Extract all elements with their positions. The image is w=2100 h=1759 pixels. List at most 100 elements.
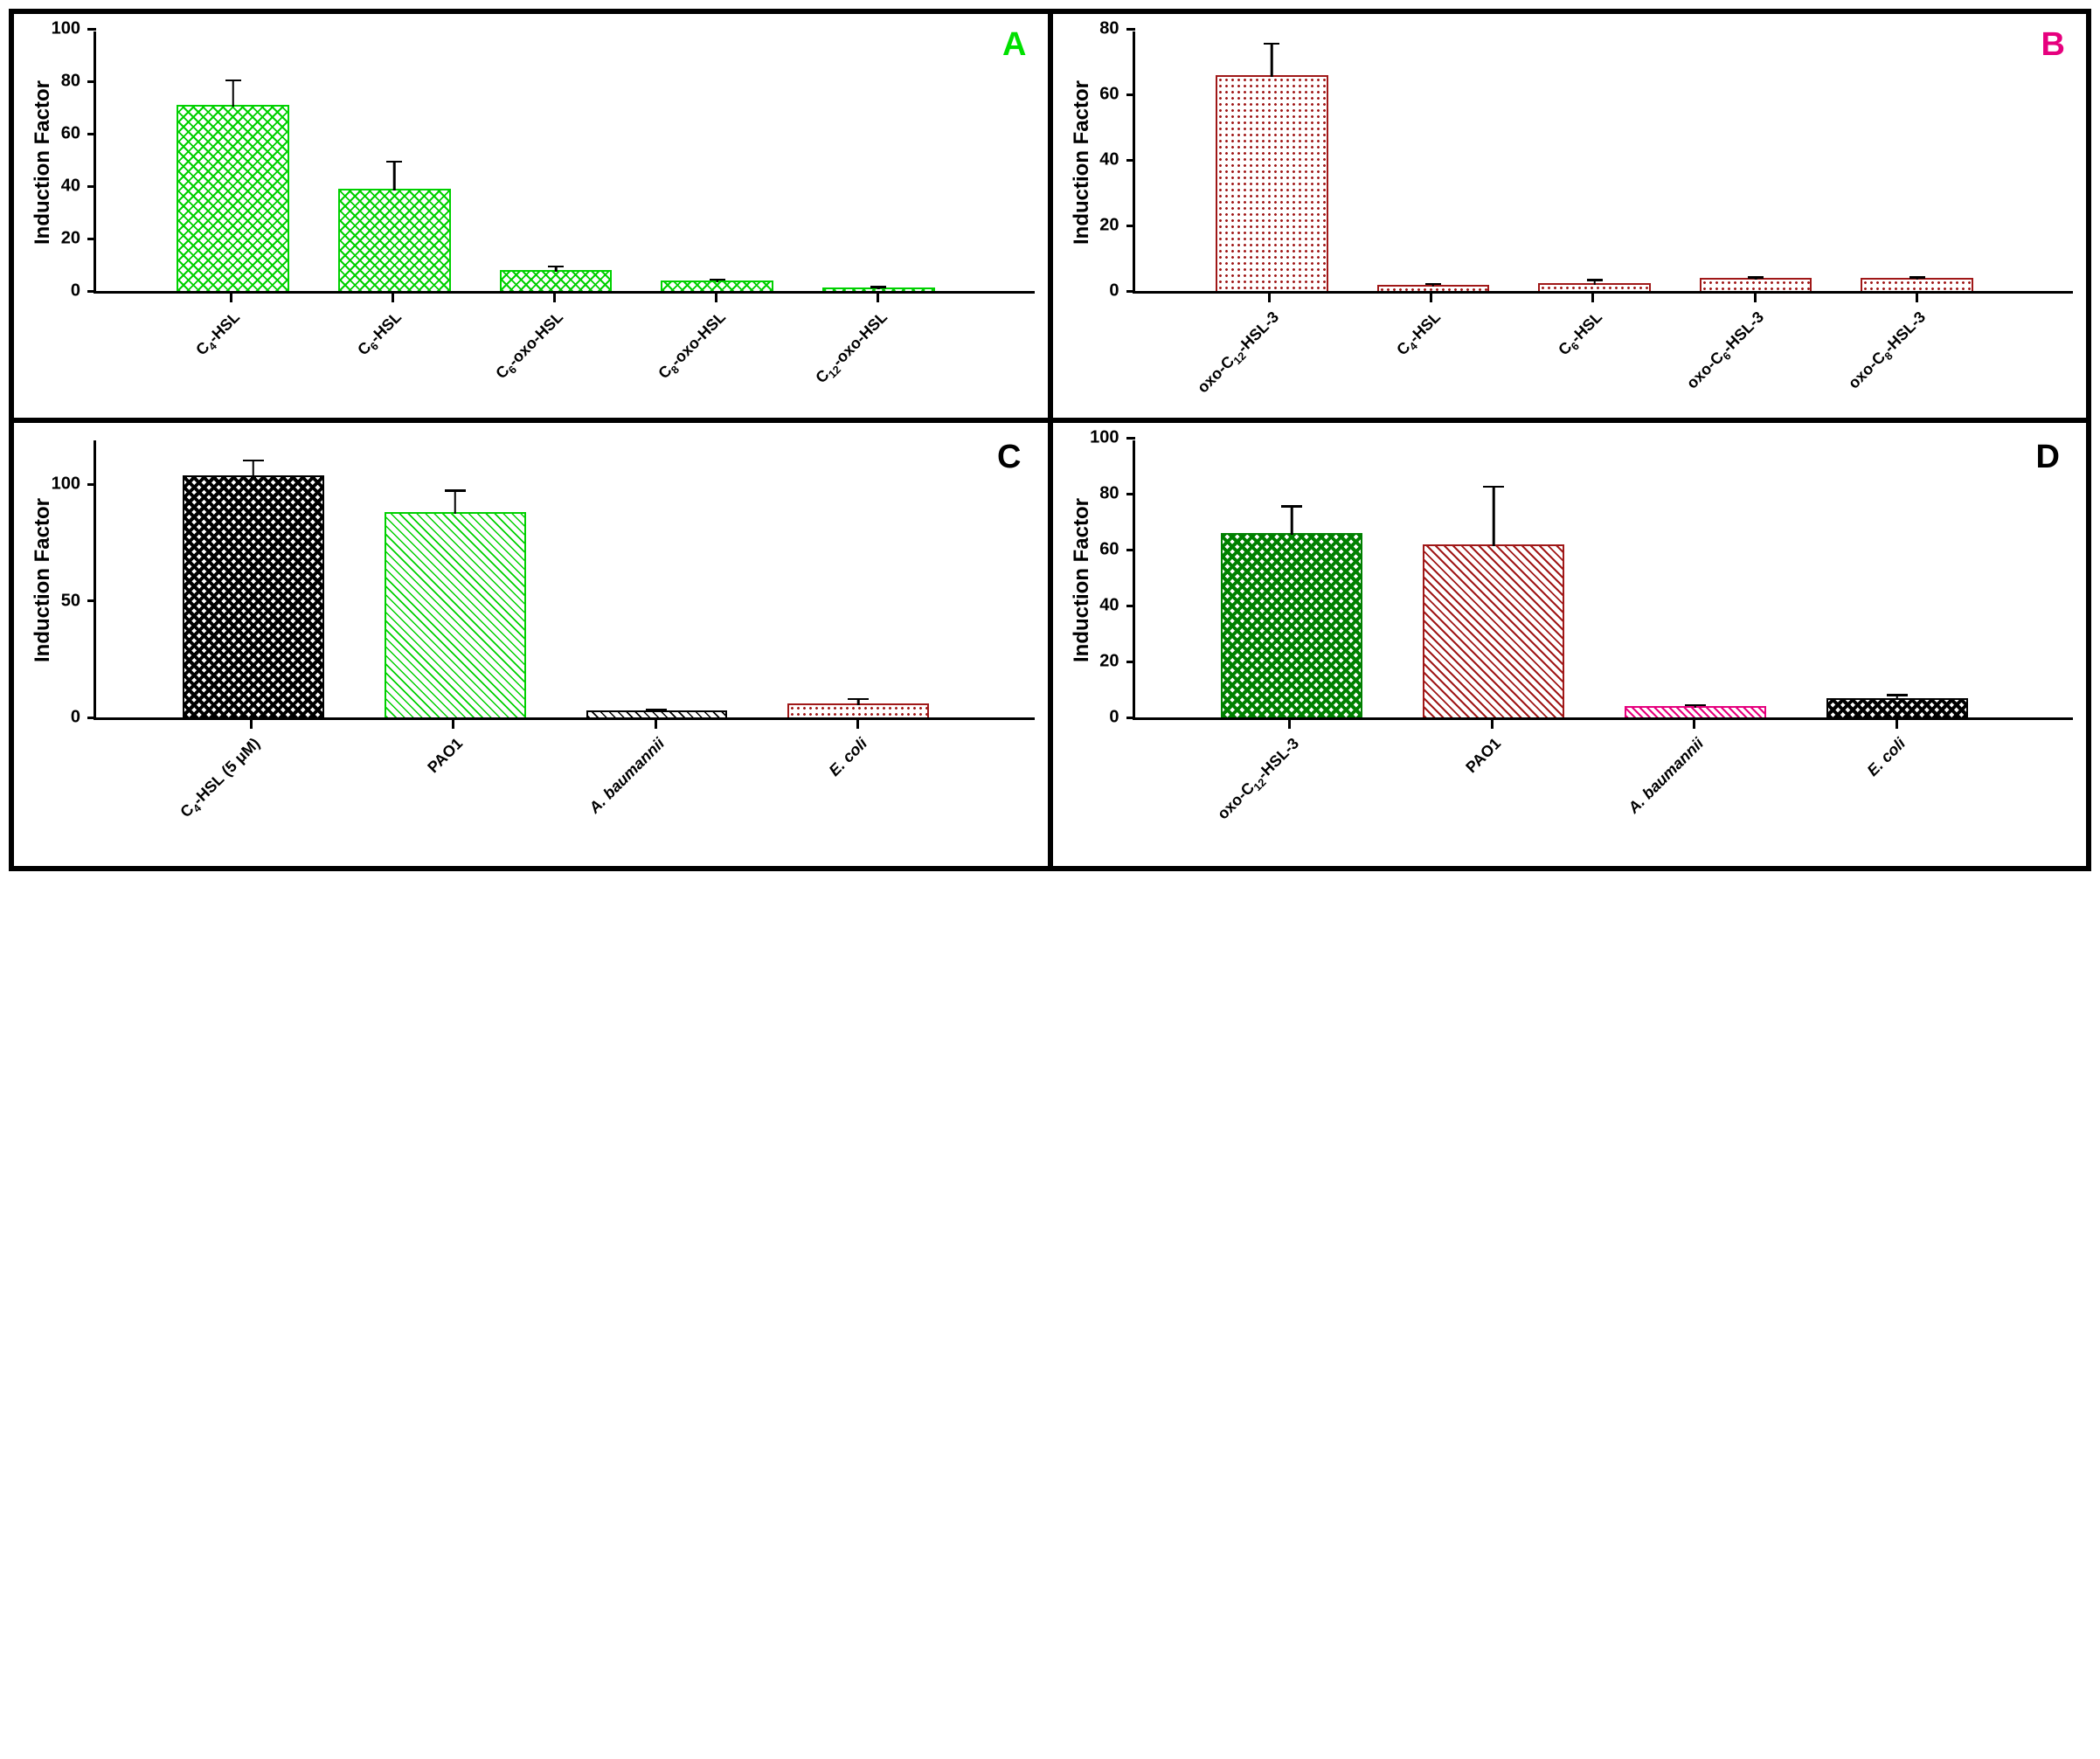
bar bbox=[1625, 706, 1766, 717]
bar-wrap bbox=[155, 31, 311, 291]
x-tick-label: E. coli bbox=[1896, 734, 1993, 830]
figure-grid: AInduction Factor020406080100C4-HSLC6-HS… bbox=[9, 9, 2091, 871]
y-tick-label: 20 bbox=[61, 229, 80, 249]
bar bbox=[586, 710, 728, 717]
x-tick-mark bbox=[392, 294, 394, 302]
error-cap bbox=[1748, 276, 1764, 279]
bar bbox=[1423, 544, 1564, 717]
x-tick-mark bbox=[1430, 294, 1432, 302]
panel-A: AInduction Factor020406080100C4-HSLC6-HS… bbox=[14, 14, 1048, 418]
y-tick bbox=[1126, 93, 1135, 96]
y-tick bbox=[1126, 605, 1135, 607]
error-bar bbox=[1493, 487, 1495, 545]
x-tick-label: PAO1 bbox=[454, 734, 550, 830]
bar-wrap bbox=[1839, 31, 1995, 291]
x-ticks: 3-oxo-C12-HSLC4-HSLC6-HSL3-oxo-C6-HSL3-o… bbox=[1133, 295, 2074, 409]
bar-wrap bbox=[1516, 31, 1673, 291]
bar-wrap bbox=[1194, 31, 1350, 291]
x-tick-mark bbox=[230, 294, 232, 302]
y-tick bbox=[87, 133, 96, 135]
x-ticks: C4-HSL (5 μM) PAO1 A. baumannii E. coli bbox=[94, 722, 1035, 857]
bar-wrap bbox=[558, 440, 755, 717]
error-cap bbox=[445, 489, 466, 492]
bar-wrap bbox=[1396, 440, 1592, 717]
y-tick bbox=[87, 290, 96, 293]
y-tick bbox=[87, 599, 96, 602]
bars-container bbox=[1135, 31, 2074, 291]
chart-area: Induction Factor050100C4-HSL (5 μM)PAO1A… bbox=[27, 440, 1035, 857]
x-tick: C6-oxo-HSL bbox=[476, 295, 633, 409]
y-tick-label: 20 bbox=[1099, 216, 1119, 236]
y-tick bbox=[1126, 225, 1135, 227]
bar-wrap bbox=[1194, 440, 1390, 717]
x-tick-label: C6-oxo-HSL bbox=[554, 308, 634, 388]
bars-container bbox=[96, 440, 1035, 717]
x-tick-label: C4-HSL (5 μM) bbox=[251, 734, 347, 830]
x-tick-label: 3-oxo-C6-HSL bbox=[1755, 308, 1835, 388]
bar bbox=[500, 270, 613, 291]
y-tick bbox=[87, 80, 96, 83]
x-tick-mark bbox=[250, 720, 253, 729]
bar bbox=[1538, 283, 1651, 291]
y-tick bbox=[87, 238, 96, 240]
x-tick: 3-oxo-C12-HSL bbox=[1191, 295, 1348, 409]
error-cap bbox=[386, 161, 402, 163]
y-tick bbox=[1126, 290, 1135, 293]
bar-wrap bbox=[639, 31, 795, 291]
error-bar bbox=[1291, 507, 1293, 535]
bar bbox=[1221, 533, 1362, 717]
y-tick-label: 40 bbox=[1099, 596, 1119, 616]
y-ticks: 020406080100 bbox=[86, 31, 96, 291]
x-tick: C4-HSL bbox=[153, 295, 309, 409]
x-tick-mark bbox=[1916, 294, 1918, 302]
x-tick: C4-HSL (5 μM) bbox=[153, 722, 350, 857]
x-tick-mark bbox=[1896, 720, 1898, 729]
x-tick-label: A. baumannii bbox=[1695, 734, 1791, 830]
y-tick bbox=[87, 717, 96, 719]
error-bar bbox=[253, 461, 255, 477]
x-tick-label: C8-oxo-HSL bbox=[717, 308, 797, 388]
y-ticks: 020406080100 bbox=[1125, 440, 1135, 717]
plot-inner: 050100 bbox=[94, 440, 1035, 720]
error-cap bbox=[1587, 279, 1603, 281]
error-cap bbox=[1281, 505, 1302, 508]
x-tick-label: E. coli bbox=[858, 734, 954, 830]
x-tick-label: A. baumannii bbox=[655, 734, 752, 830]
x-tick: A. baumannii bbox=[1596, 722, 1792, 857]
x-tick-label: 3-oxo-C12-HSL bbox=[1290, 734, 1386, 830]
error-bar bbox=[393, 162, 396, 190]
y-tick-label: 20 bbox=[1099, 652, 1119, 672]
x-tick-mark bbox=[856, 720, 859, 729]
plot-inner: 020406080100 bbox=[94, 31, 1035, 294]
y-tick bbox=[87, 28, 96, 31]
plot: 0204060803-oxo-C12-HSLC4-HSLC6-HSL3-oxo-… bbox=[1133, 31, 2074, 409]
error-cap bbox=[1887, 694, 1908, 696]
x-tick-mark bbox=[1268, 294, 1271, 302]
x-tick-mark bbox=[1288, 720, 1291, 729]
y-tick-label: 50 bbox=[61, 591, 80, 611]
error-cap bbox=[646, 709, 667, 711]
y-tick-label: 0 bbox=[71, 708, 80, 728]
error-cap bbox=[848, 698, 869, 701]
y-tick-label: 40 bbox=[61, 177, 80, 197]
bar-wrap bbox=[1355, 31, 1512, 291]
x-tick: A. baumannii bbox=[557, 722, 753, 857]
error-bar bbox=[454, 491, 456, 515]
bar-wrap bbox=[760, 440, 957, 717]
y-tick bbox=[87, 483, 96, 486]
error-cap bbox=[1483, 486, 1504, 488]
plot: 0204060801003-oxo-C12-HSLPAO1A. baumanni… bbox=[1133, 440, 2074, 857]
bars-container bbox=[1135, 440, 2074, 717]
bar bbox=[822, 287, 935, 292]
chart-area: Induction Factor0204060801003-oxo-C12-HS… bbox=[1066, 440, 2074, 857]
x-tick-label: C6-HSL bbox=[392, 308, 473, 388]
y-tick bbox=[1126, 717, 1135, 719]
bar bbox=[661, 280, 773, 291]
error-cap bbox=[1685, 704, 1706, 707]
bar bbox=[338, 189, 451, 291]
y-tick-label: 0 bbox=[71, 281, 80, 301]
x-tick: C4-HSL bbox=[1353, 295, 1509, 409]
x-tick: E. coli bbox=[1798, 722, 1994, 857]
x-tick-label: C6-HSL bbox=[1593, 308, 1674, 388]
y-tick bbox=[1126, 159, 1135, 162]
